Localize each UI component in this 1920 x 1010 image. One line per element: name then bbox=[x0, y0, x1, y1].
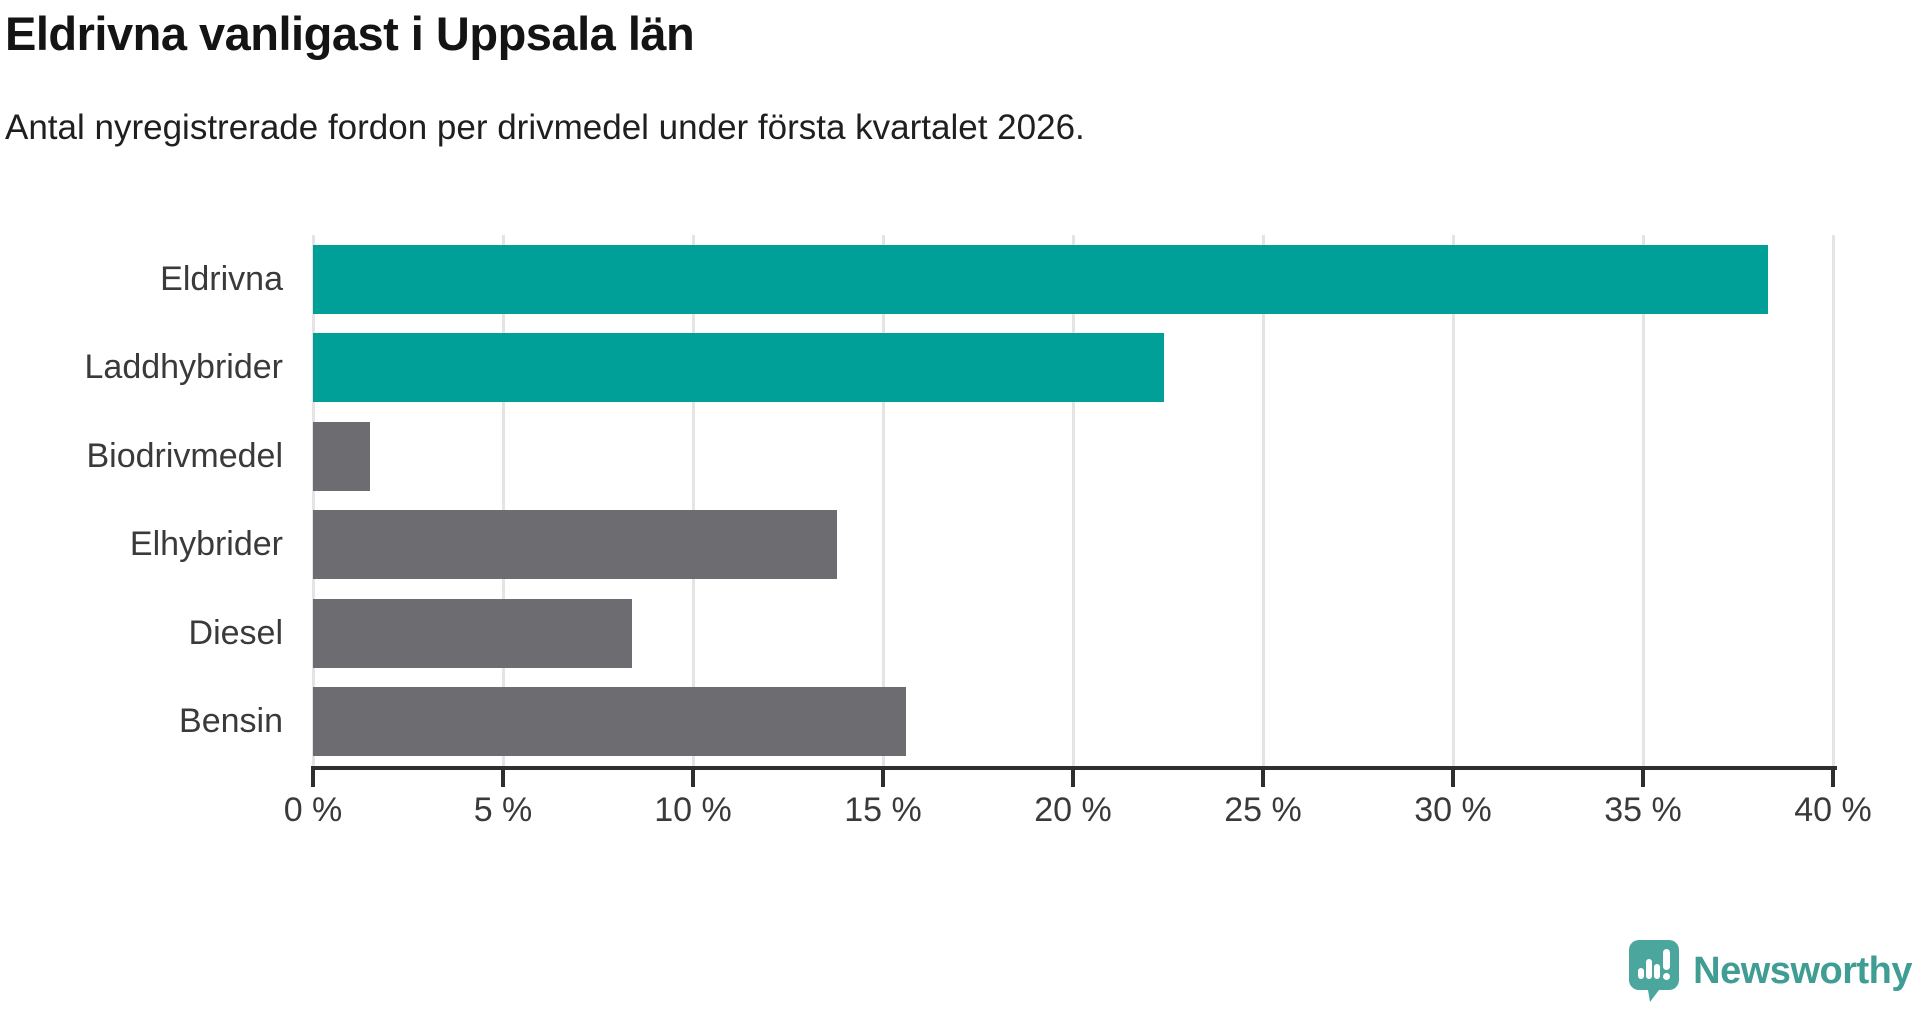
x-axis-tick bbox=[1261, 770, 1265, 787]
category-label-diesel: Diesel bbox=[188, 613, 283, 652]
x-axis-tick bbox=[1831, 770, 1835, 787]
category-label-biodrivmedel: Biodrivmedel bbox=[86, 436, 283, 475]
x-axis-tick bbox=[1071, 770, 1075, 787]
bar-eldrivna bbox=[313, 244, 1769, 314]
bar-laddhybrider bbox=[313, 333, 1165, 403]
bar-bensin bbox=[313, 687, 906, 757]
newsworthy-bubble-barchart-icon bbox=[1629, 940, 1680, 1002]
x-axis-tick-label: 10 % bbox=[654, 791, 732, 829]
gridline bbox=[1831, 235, 1835, 766]
bar-elhybrider bbox=[313, 510, 838, 580]
x-axis-tick-label: 0 % bbox=[283, 791, 343, 829]
bar-chart: Eldrivna Laddhybrider Biodrivmedel Elhybrid… bbox=[0, 235, 1920, 835]
bar-biodrivmedel bbox=[313, 421, 370, 491]
category-label-elhybrider: Elhybrider bbox=[129, 525, 283, 564]
x-axis-tick-label: 15 % bbox=[844, 791, 922, 829]
gridline bbox=[1261, 235, 1265, 766]
x-axis-tick-label: 30 % bbox=[1414, 791, 1492, 829]
plot-area bbox=[311, 235, 1835, 766]
bar-diesel bbox=[313, 598, 633, 668]
x-axis-tick bbox=[881, 770, 885, 787]
category-label-bensin: Bensin bbox=[179, 702, 283, 741]
x-axis-tick-label: 20 % bbox=[1034, 791, 1112, 829]
x-axis-tick bbox=[1451, 770, 1455, 787]
x-axis-tick bbox=[311, 770, 315, 787]
x-axis-tick-label: 25 % bbox=[1224, 791, 1302, 829]
category-labels: Eldrivna Laddhybrider Biodrivmedel Elhybrid… bbox=[0, 235, 283, 766]
gridline bbox=[311, 235, 315, 766]
newsworthy-logo-text: Newsworthy bbox=[1693, 949, 1912, 992]
gridline bbox=[501, 235, 505, 766]
gridline bbox=[1071, 235, 1075, 766]
chart-subtitle: Antal nyregistrerade fordon per drivmede… bbox=[5, 108, 1085, 147]
x-axis-line bbox=[311, 766, 1837, 770]
gridline bbox=[881, 235, 885, 766]
gridline bbox=[1451, 235, 1455, 766]
x-axis-tick-label: 40 % bbox=[1794, 791, 1872, 829]
gridline bbox=[1641, 235, 1645, 766]
newsworthy-logo: Newsworthy bbox=[1629, 940, 1912, 1002]
gridline bbox=[691, 235, 695, 766]
x-axis-tick-label: 35 % bbox=[1604, 791, 1682, 829]
x-axis-tick-label: 5 % bbox=[473, 791, 533, 829]
x-axis-tick bbox=[1641, 770, 1645, 787]
x-axis-tick bbox=[691, 770, 695, 787]
category-label-eldrivna: Eldrivna bbox=[160, 259, 283, 298]
chart-title: Eldrivna vanligast i Uppsala län bbox=[5, 7, 695, 60]
category-label-laddhybrider: Laddhybrider bbox=[84, 348, 283, 387]
x-axis-tick bbox=[501, 770, 505, 787]
